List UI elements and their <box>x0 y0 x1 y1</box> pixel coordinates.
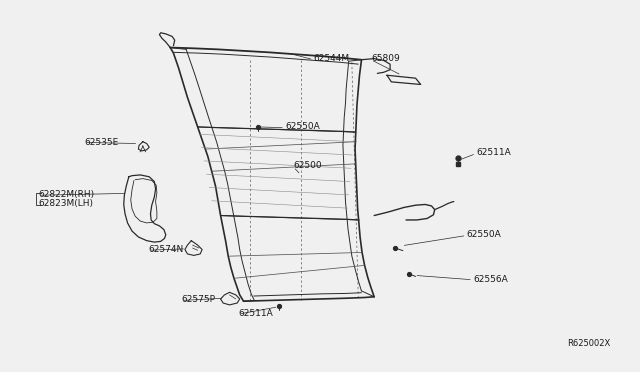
Text: 62500: 62500 <box>293 161 322 170</box>
Text: 62574N: 62574N <box>148 245 183 254</box>
Text: 62575P: 62575P <box>181 295 215 304</box>
Text: 65809: 65809 <box>371 54 400 63</box>
Text: R625002X: R625002X <box>566 340 610 349</box>
Text: 62550A: 62550A <box>467 230 501 239</box>
Text: 62535E: 62535E <box>84 138 118 147</box>
Text: 62823M(LH): 62823M(LH) <box>38 199 93 208</box>
Text: 62544M: 62544M <box>314 54 349 63</box>
Text: 62822M(RH): 62822M(RH) <box>38 190 95 199</box>
Text: 62511A: 62511A <box>239 309 273 318</box>
Text: 62511A: 62511A <box>476 148 511 157</box>
Text: 62556A: 62556A <box>473 275 508 283</box>
Text: 62550A: 62550A <box>285 122 320 131</box>
